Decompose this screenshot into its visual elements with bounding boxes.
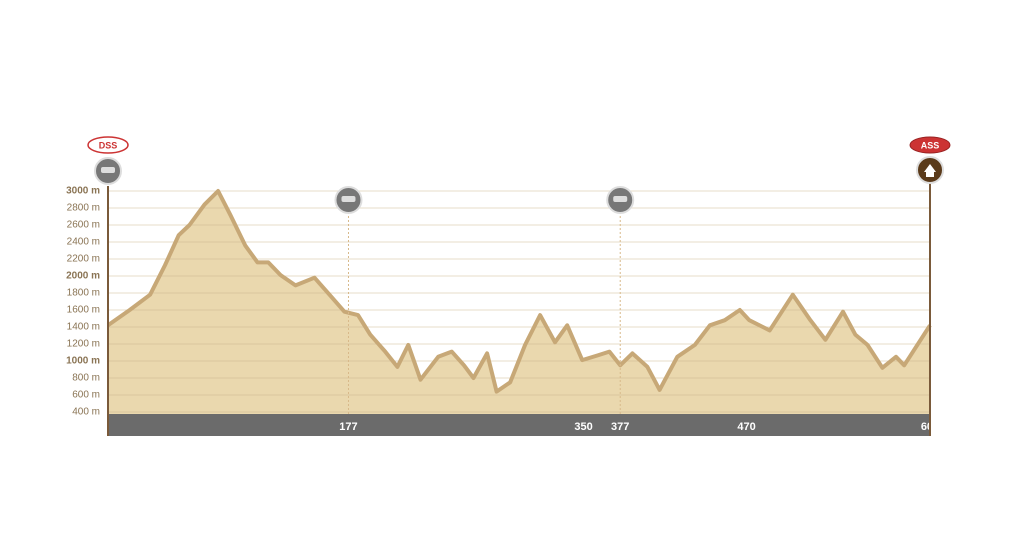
y-tick-label: 2600 m <box>67 220 100 231</box>
y-tick-label: 3000 m <box>66 186 100 197</box>
x-tick-label: 177 <box>339 421 357 433</box>
y-tick-label: 2000 m <box>66 271 100 282</box>
y-tick-label: 1200 m <box>67 339 100 350</box>
start-icon-detail <box>101 167 115 173</box>
finish-label: ASS <box>921 140 940 150</box>
distance-bar <box>108 414 930 436</box>
finish-icon-house <box>924 164 936 177</box>
y-tick-label: 600 m <box>72 390 100 401</box>
waypoint-icon-detail <box>341 196 356 202</box>
x-tick-label: 350 <box>574 421 592 433</box>
elevation-line <box>106 189 932 394</box>
y-tick-label: 1400 m <box>67 322 100 333</box>
x-tick-label: 470 <box>737 421 755 433</box>
y-tick-label: 1000 m <box>66 356 100 367</box>
y-tick-label: 400 m <box>72 407 100 418</box>
start-badge <box>87 136 129 154</box>
start-label: DSS <box>99 140 118 150</box>
y-tick-label: 800 m <box>72 373 100 384</box>
waypoint-icon-detail <box>613 196 628 202</box>
y-tick-label: 2200 m <box>67 254 100 265</box>
x-tick-label: 377 <box>611 421 629 433</box>
y-tick-label: 1800 m <box>67 288 100 299</box>
y-tick-label: 1600 m <box>67 305 100 316</box>
y-tick-label: 2800 m <box>67 203 100 214</box>
y-tick-label: 2400 m <box>67 237 100 248</box>
finish-badge <box>909 136 951 154</box>
area-fill <box>108 191 930 414</box>
